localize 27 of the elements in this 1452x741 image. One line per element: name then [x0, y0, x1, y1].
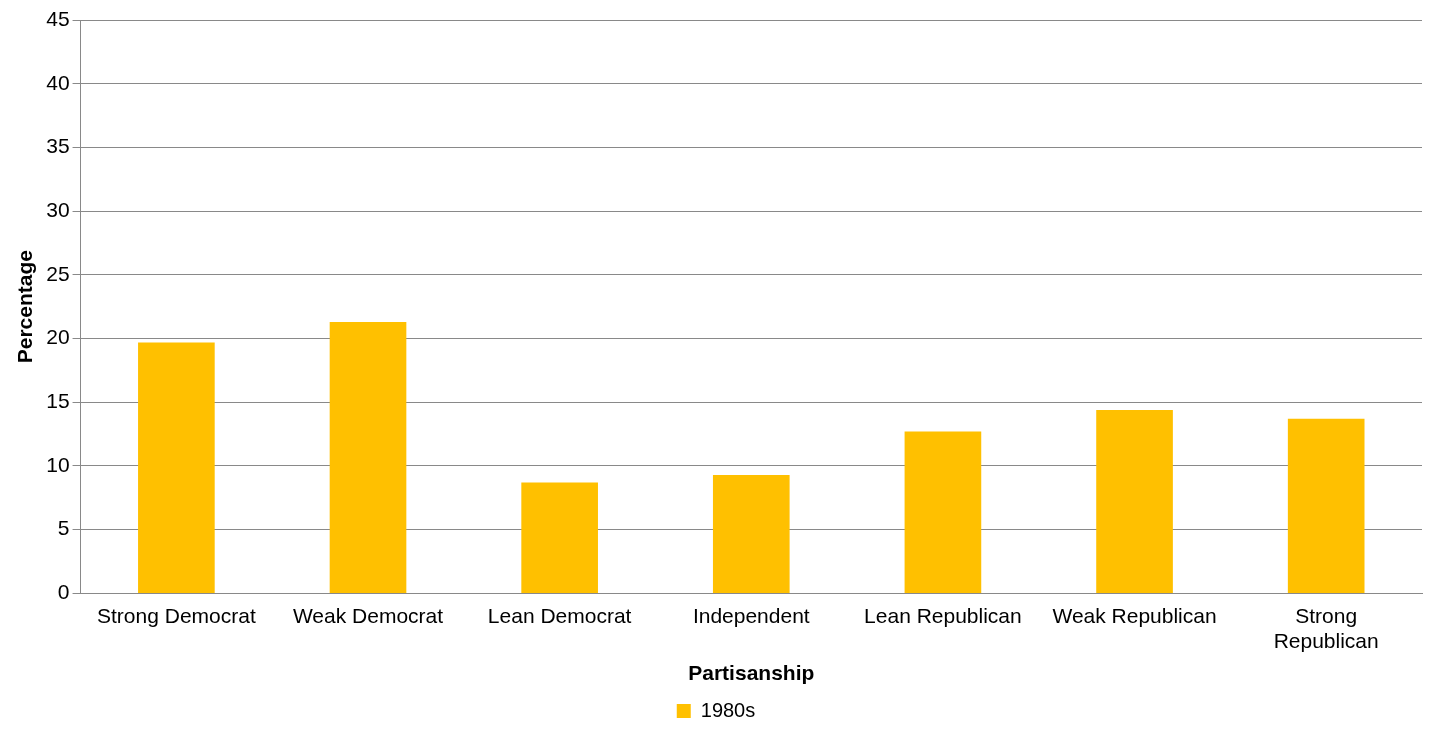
legend-label: 1980s	[700, 698, 756, 721]
y-tick-label: 45	[46, 6, 70, 30]
y-tick-label: 25	[46, 261, 70, 285]
bar	[1096, 409, 1173, 593]
bar	[904, 431, 982, 593]
x-tick-label: Weak Democrat	[292, 603, 444, 627]
y-tick-label: 30	[46, 197, 70, 221]
x-tick-label: Strong Democrat	[97, 603, 256, 627]
x-tick-label: Lean Democrat	[487, 603, 632, 627]
bar	[521, 482, 598, 593]
y-tick-label: 5	[57, 516, 70, 540]
x-tick-label: Lean Republican	[864, 603, 1022, 627]
y-axis-title: Percentage	[13, 250, 37, 364]
x-tick-label: Weak Republican	[1052, 603, 1217, 627]
y-tick-label: 10	[46, 452, 70, 476]
x-tick-label: Independent	[692, 603, 810, 627]
y-tick-label: 20	[46, 325, 70, 349]
x-axis-title: Partisanship	[688, 661, 815, 685]
x-tick-label: Strong Republican	[1273, 603, 1379, 652]
y-tick-label: 0	[57, 580, 70, 604]
bar	[1287, 418, 1365, 593]
bar	[712, 474, 790, 593]
y-tick-label: 35	[46, 134, 70, 158]
bar	[138, 342, 215, 593]
y-tick-label: 15	[46, 389, 70, 413]
bar	[329, 321, 407, 593]
y-tick-label: 40	[46, 70, 70, 94]
